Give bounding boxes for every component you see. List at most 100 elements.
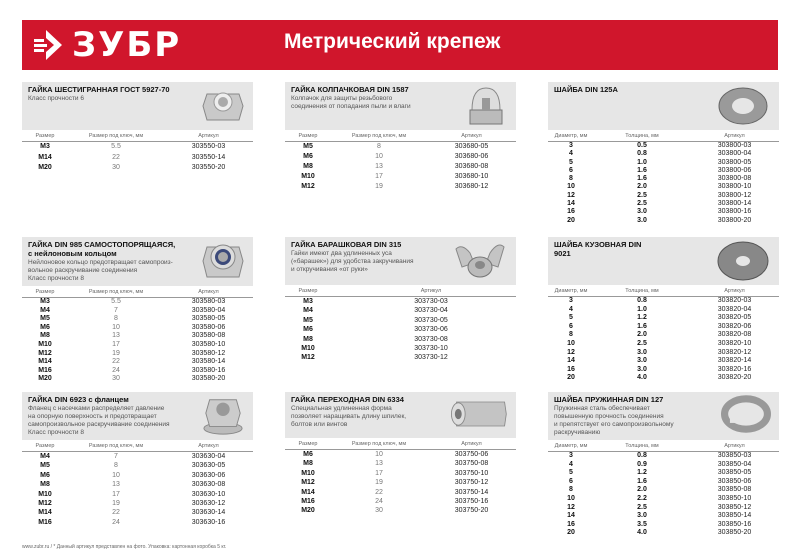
article-cell: 303820-16 [717, 365, 752, 373]
value-cell: 19 [112, 349, 120, 357]
article-cell: 303680-10 [454, 173, 489, 180]
wing-nut-icon [452, 239, 508, 288]
table-row: M20 30 303580-20 [22, 375, 253, 384]
value-cell: 7 [114, 306, 118, 314]
section-coupling-nut: ГАЙКА ПЕРЕХОДНАЯ DIN 6334 Специальная удл… [285, 392, 516, 516]
article-cell: 303820-05 [717, 314, 752, 322]
value-cell: 17 [112, 490, 120, 498]
size-cell: M14 [301, 488, 315, 496]
table-row: M5 303730-05 [285, 316, 516, 325]
article-cell: 303680-08 [454, 163, 489, 170]
spec-table: Размер Размер под ключ, мм Артикул M3 5.5 303… [22, 289, 253, 384]
table-row: 3 0.5 303800-03 [548, 142, 779, 150]
value-cell: 1.6 [637, 322, 647, 330]
table-row: 8 2.0 303820-08 [548, 331, 779, 340]
table-row: 12 3.0 303820-12 [548, 349, 779, 358]
section-title: ГАЙКА БАРАШКОВАЯ DIN 315 [291, 240, 402, 249]
table-row: M16 24 303750-16 [285, 497, 516, 506]
value-cell: 2.5 [637, 200, 647, 208]
column-header: Размер [298, 288, 318, 294]
article-cell: 303580-05 [191, 315, 226, 323]
size-cell: M16 [301, 497, 315, 505]
size-cell: 10 [567, 494, 575, 502]
table-row: M3 303730-03 [285, 297, 516, 306]
column-header: Размер под ключ, мм [88, 289, 144, 295]
section-header: ШАЙБА КУЗОВНАЯ DIN 9021 [548, 237, 779, 285]
size-cell: M6 [40, 323, 50, 331]
size-cell: M5 [303, 143, 313, 150]
section-header: ГАЙКА КОЛПАЧКОВАЯ DIN 1587 Колпачок для з… [285, 82, 516, 130]
size-cell: 12 [567, 348, 575, 356]
section-description: Пружинная сталь обеспечивает повышенную п… [554, 405, 773, 437]
column-header: Размер под ключ, мм [351, 441, 407, 447]
table-header: Размер Размер под ключ, мм Артикул [22, 133, 253, 142]
table-row: 4 0.8 303800-04 [548, 150, 779, 158]
table-row: M3 5.5 303580-03 [22, 298, 253, 307]
table-header: Размер Артикул [285, 288, 516, 297]
section-title: ГАЙКА DIN 6923 с фланцем [28, 395, 129, 404]
column-header: Артикул [198, 133, 219, 139]
table-row: 3 0.8 303820-03 [548, 297, 779, 306]
article-cell: 303800-06 [717, 166, 752, 174]
size-cell: M3 [40, 298, 50, 305]
section-description: Специальная удлиненная форма позволяет на… [291, 405, 510, 429]
table-row: M12 19 303680-12 [285, 182, 516, 192]
description-line: позволяет наращивать длину шпилек, [291, 413, 407, 420]
table-header: Диаметр, мм Толщина, мм Артикул [548, 133, 779, 142]
value-cell: 30 [112, 375, 120, 383]
table-header: Размер Размер под ключ, мм Артикул [22, 289, 253, 298]
value-cell: 2.0 [637, 331, 647, 339]
article-cell: 303850-06 [717, 477, 752, 485]
article-cell: 303580-04 [191, 306, 226, 314]
table-row: M4 303730-04 [285, 306, 516, 315]
article-cell: 303730-08 [414, 335, 448, 343]
article-cell: 303850-04 [717, 460, 752, 468]
section-title: ГАЙКА DIN 985 САМОСТОПОРЯЩАЯСЯ, с нейлон… [28, 240, 176, 258]
value-cell: 5.5 [111, 143, 121, 150]
value-cell: 3.0 [637, 365, 647, 373]
description-line: на опорную поверхность и предотвращает [28, 413, 157, 420]
article-cell: 303750-16 [454, 497, 489, 505]
flange-nut-icon [201, 394, 245, 441]
table-row: 12 2.5 303800-12 [548, 192, 779, 200]
value-cell: 1.6 [637, 175, 647, 183]
spec-table: Диаметр, мм Толщина, мм Артикул 3 0.8 303820-… [548, 288, 779, 383]
column-header: Диаметр, мм [554, 443, 588, 449]
section-header: ШАЙБА ПРУЖИННАЯ DIN 127 Пружинная сталь о… [548, 392, 779, 440]
table-row: M8 13 303680-08 [285, 162, 516, 172]
value-cell: 19 [112, 499, 120, 507]
value-cell: 0.8 [637, 297, 647, 304]
section-wing-nut: ГАЙКА БАРАШКОВАЯ DIN 315 Гайки имеют два … [285, 237, 516, 363]
size-cell: M6 [303, 153, 313, 160]
article-cell: 303550-14 [191, 153, 226, 161]
column-header: Артикул [724, 288, 745, 294]
washer-icon [715, 84, 771, 133]
size-cell: 5 [569, 158, 573, 166]
article-cell: 303730-12 [414, 354, 448, 362]
size-cell: 14 [567, 512, 575, 520]
table-row: M20 30 303750-20 [285, 506, 516, 515]
table-row: M12 19 303750-12 [285, 478, 516, 487]
spec-table: Диаметр, мм Толщина, мм Артикул 3 0.8 303850-… [548, 443, 779, 538]
description-line: Пружинная сталь обеспечивает [554, 405, 650, 412]
table-row: M5 8 303680-05 [285, 142, 516, 152]
value-cell: 3.5 [637, 520, 647, 528]
table-row: M4 7 303630-04 [22, 452, 253, 461]
table-row: M14 22 303580-14 [22, 358, 253, 367]
section-header: ШАЙБА DIN 125A [548, 82, 779, 130]
size-cell: M12 [301, 354, 315, 362]
table-row: M20 30 303550-20 [22, 163, 253, 174]
article-cell: 303820-20 [717, 374, 752, 382]
size-cell: 20 [567, 529, 575, 537]
size-cell: 4 [569, 305, 573, 313]
article-cell: 303800-03 [717, 142, 752, 149]
description-line: раскручиванию [554, 429, 601, 436]
value-cell: 3.0 [637, 348, 647, 356]
article-cell: 303850-08 [717, 486, 752, 494]
column-header: Толщина, мм [625, 443, 659, 449]
size-cell: M5 [40, 315, 50, 323]
section-title: ГАЙКА КОЛПАЧКОВАЯ DIN 1587 [291, 85, 409, 94]
article-cell: 303850-12 [717, 503, 752, 511]
size-cell: M10 [38, 490, 52, 498]
section-description: Фланец с насечками распределяет давление… [28, 405, 247, 437]
